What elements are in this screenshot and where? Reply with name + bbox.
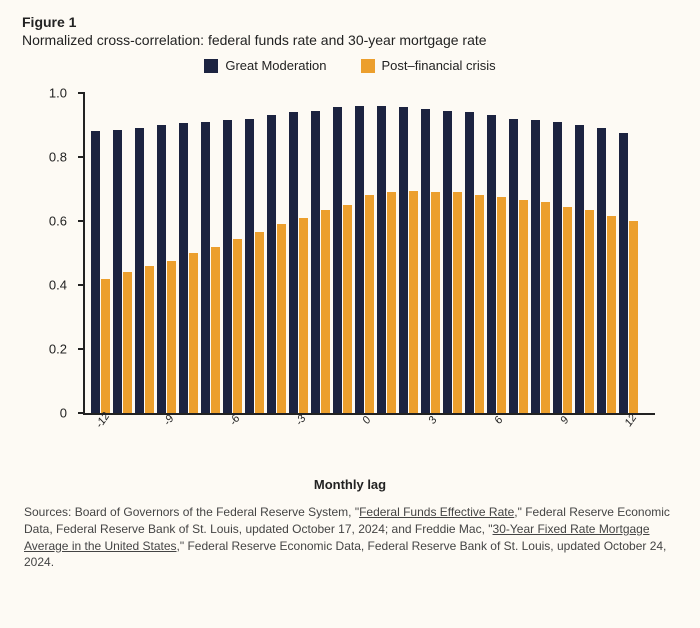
legend-swatch-a xyxy=(204,59,218,73)
bar-series-a xyxy=(355,106,364,413)
bar-series-a xyxy=(333,107,342,413)
x-axis-label: Monthly lag xyxy=(22,477,678,492)
bar-series-b xyxy=(167,261,176,413)
bar-series-a xyxy=(179,123,188,413)
bar-series-b xyxy=(409,191,418,413)
y-tick-label: 0.2 xyxy=(37,342,67,357)
y-tick-label: 0.4 xyxy=(37,278,67,293)
y-tick-label: 0.8 xyxy=(37,150,67,165)
bar-series-b xyxy=(277,224,286,413)
sources-text: Sources: Board of Governors of the Feder… xyxy=(22,504,678,571)
bar-series-a xyxy=(531,120,540,413)
bar-series-a xyxy=(487,115,496,413)
bar-series-b xyxy=(453,192,462,413)
bar-series-a xyxy=(619,133,628,413)
bar-series-b xyxy=(321,210,330,413)
sources-prefix: Sources: Board of Governors of the Feder… xyxy=(24,505,359,519)
bar-series-a xyxy=(201,122,210,413)
figure-label: Figure 1 xyxy=(22,14,678,30)
bar-series-a xyxy=(135,128,144,413)
bar-series-a xyxy=(245,119,254,413)
bar-series-b xyxy=(497,197,506,413)
plot-area xyxy=(83,93,655,415)
bar-series-a xyxy=(553,122,562,413)
bar-series-b xyxy=(255,232,264,413)
bar-series-b xyxy=(189,253,198,413)
bar-series-b xyxy=(519,200,528,413)
bar-series-b xyxy=(299,218,308,413)
bar-series-a xyxy=(267,115,276,413)
bar-series-a xyxy=(575,125,584,413)
bar-series-b xyxy=(343,205,352,413)
legend-label-a: Great Moderation xyxy=(225,58,326,73)
bar-series-a xyxy=(465,112,474,413)
y-tick-label: 1.0 xyxy=(37,86,67,101)
bar-series-a xyxy=(91,131,100,413)
chart: 00.20.40.60.81.0-12-9-6-3036912 xyxy=(35,87,665,447)
y-tick-mark xyxy=(78,284,85,286)
y-tick-mark xyxy=(78,156,85,158)
y-tick-mark xyxy=(78,348,85,350)
bar-series-b xyxy=(233,239,242,413)
bar-series-a xyxy=(113,130,122,413)
figure-title: Normalized cross-correlation: federal fu… xyxy=(22,32,678,48)
y-tick-mark xyxy=(78,92,85,94)
figure-container: Figure 1 Normalized cross-correlation: f… xyxy=(0,0,700,583)
bar-series-b xyxy=(387,192,396,413)
bar-series-a xyxy=(421,109,430,413)
y-tick-mark xyxy=(78,220,85,222)
legend-swatch-b xyxy=(361,59,375,73)
legend-item-a: Great Moderation xyxy=(204,58,326,73)
y-tick-label: 0 xyxy=(37,406,67,421)
bar-series-a xyxy=(289,112,298,413)
bar-series-a xyxy=(597,128,606,413)
bar-series-b xyxy=(475,195,484,413)
bar-series-a xyxy=(377,106,386,413)
bar-series-b xyxy=(541,202,550,413)
bar-series-b xyxy=(629,221,638,413)
bar-series-a xyxy=(311,111,320,413)
y-tick-mark xyxy=(78,412,85,414)
bars-layer xyxy=(85,93,655,413)
bar-series-b xyxy=(365,195,374,413)
bar-series-b xyxy=(145,266,154,413)
bar-series-b xyxy=(431,192,440,413)
bar-series-a xyxy=(509,119,518,413)
bar-series-a xyxy=(399,107,408,413)
legend-label-b: Post–financial crisis xyxy=(382,58,496,73)
y-tick-label: 0.6 xyxy=(37,214,67,229)
bar-series-b xyxy=(101,279,110,413)
bar-series-b xyxy=(123,272,132,413)
bar-series-a xyxy=(443,111,452,413)
bar-series-b xyxy=(563,207,572,413)
bar-series-b xyxy=(607,216,616,413)
bar-series-a xyxy=(157,125,166,413)
bar-series-a xyxy=(223,120,232,413)
bar-series-b xyxy=(211,247,220,413)
sources-link-1[interactable]: Federal Funds Effective Rate xyxy=(359,505,514,519)
legend-item-b: Post–financial crisis xyxy=(361,58,496,73)
bar-series-b xyxy=(585,210,594,413)
legend: Great Moderation Post–financial crisis xyxy=(22,58,678,73)
